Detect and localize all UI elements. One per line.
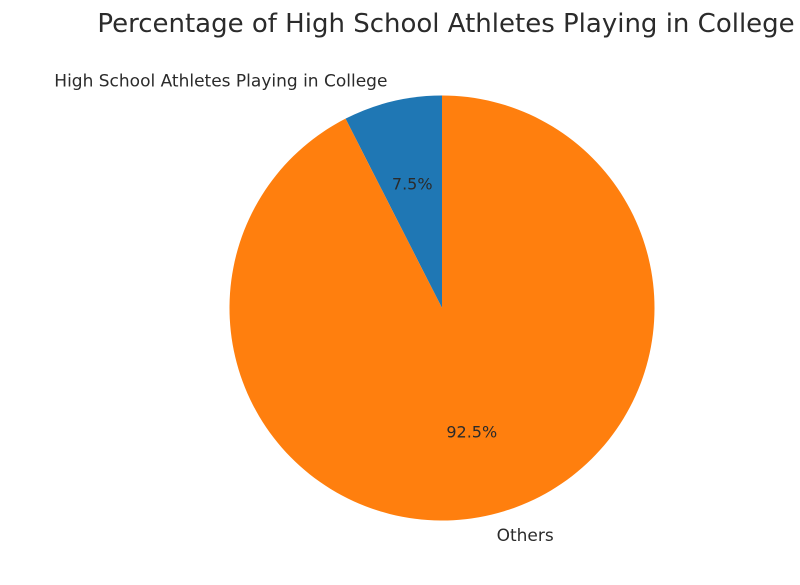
chart-title: Percentage of High School Athletes Playi… (97, 9, 795, 39)
pie-slice-others (229, 95, 655, 521)
pie-group: 7.5% High School Athletes Playing in Coll… (54, 72, 655, 546)
pct-label-high-school-athletes-playing-in-college: 7.5% (392, 175, 433, 194)
slice-label-others: Others (497, 526, 554, 546)
pie-slice-high-school-athletes-playing-in-college (345, 95, 442, 308)
pct-label-others: 92.5% (446, 423, 497, 442)
slice-label-high-school-athletes-playing-in-college: High School Athletes Playing in College (54, 72, 387, 92)
